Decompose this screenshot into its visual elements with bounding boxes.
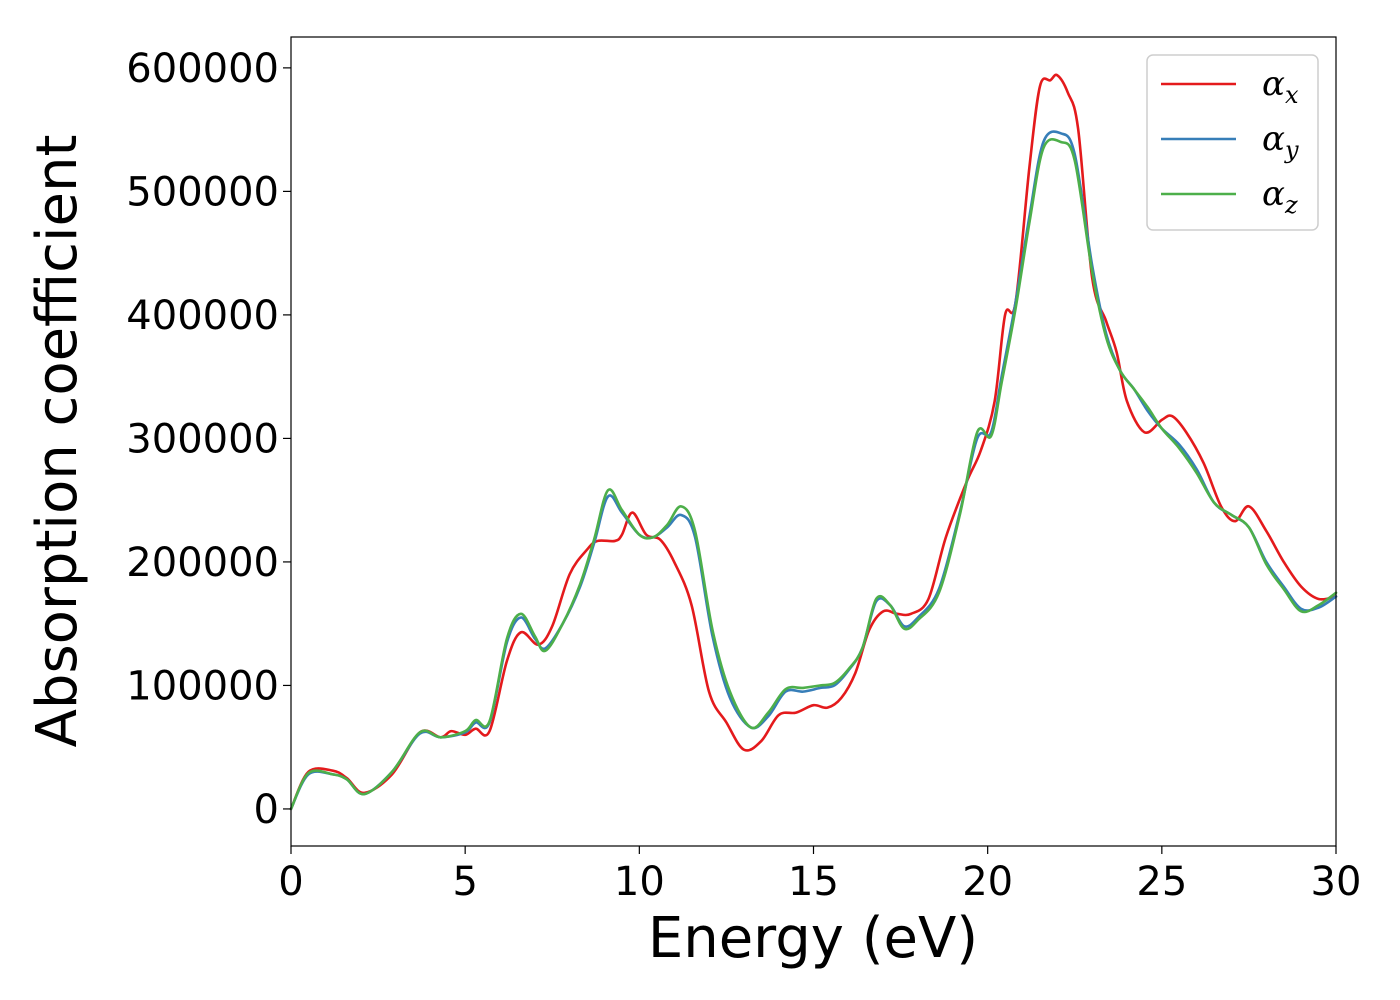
y-tick-label: 500000 bbox=[126, 169, 279, 215]
x-tick-label: 20 bbox=[962, 859, 1013, 905]
x-tick-label: 0 bbox=[278, 859, 303, 905]
x-tick-label: 30 bbox=[1311, 859, 1362, 905]
y-tick-label: 100000 bbox=[126, 663, 279, 709]
y-tick-label: 600000 bbox=[126, 46, 279, 92]
y-tick-label: 0 bbox=[254, 787, 279, 833]
y-tick-label: 300000 bbox=[126, 416, 279, 462]
y-tick-label: 400000 bbox=[126, 293, 279, 339]
y-tick-label: 200000 bbox=[126, 540, 279, 586]
x-tick-label: 15 bbox=[788, 859, 839, 905]
legend-box bbox=[1146, 54, 1319, 231]
series-line-z bbox=[289, 137, 1338, 811]
x-tick-label: 5 bbox=[452, 859, 477, 905]
x-tick-label: 25 bbox=[1136, 859, 1187, 905]
y-axis: 0 100000 200000 300000 400000 500000 600000 bbox=[126, 46, 291, 833]
x-axis-label: Energy (eV) bbox=[648, 906, 978, 971]
series-layer bbox=[289, 73, 1338, 811]
x-tick-label: 10 bbox=[614, 859, 665, 905]
x-axis: 0 5 10 15 20 25 30 bbox=[278, 846, 1361, 905]
y-axis-label: Absorption coefficient bbox=[25, 135, 90, 748]
series-line-x bbox=[289, 73, 1338, 811]
